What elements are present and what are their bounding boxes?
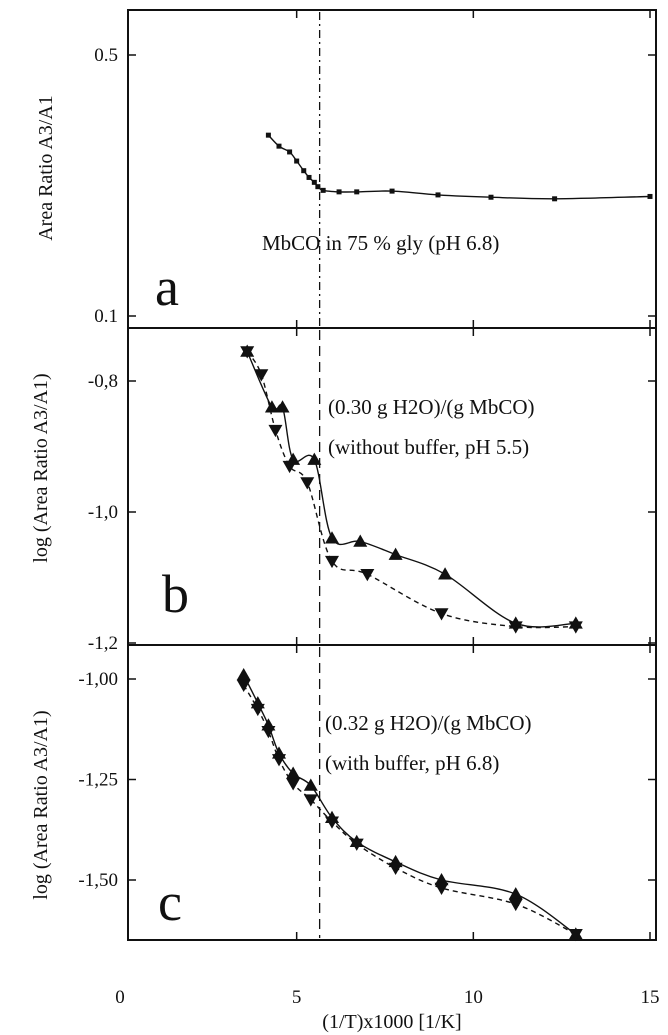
panel-c-series-1-point-3 <box>272 754 286 767</box>
panel-b-series-0-point-4 <box>307 452 322 465</box>
panel-c-series-0-point-10 <box>508 887 523 900</box>
x-tick-label-2: 10 <box>464 987 483 1008</box>
panel-c-ytick-label-1: -1,25 <box>78 770 118 791</box>
panel-c-series-1-point-8 <box>388 862 403 875</box>
panel-b-ylabel: log (Area Ratio A3/A1) <box>30 373 52 562</box>
panel-b-annotation-line2: (without buffer, pH 5.5) <box>328 435 529 459</box>
panel-c-series-1-line <box>243 684 577 935</box>
panel-a-ytick-label-0: 0.5 <box>94 45 118 66</box>
panel-c-annotation-line1: (0.32 g H2O)/(g MbCO) <box>325 711 531 735</box>
panel-b-series-1-point-3 <box>282 460 297 474</box>
panel-c-annotation-line2: (with buffer, pH 6.8) <box>325 751 499 775</box>
panel-b-series-1-line <box>246 351 576 629</box>
panel-a-ytick-label-1: 0.1 <box>94 306 118 327</box>
panel-b-series-1-point-2 <box>268 424 283 438</box>
x-tick-label-0: 0 <box>115 987 125 1008</box>
panel-c-series-0-point-9 <box>434 873 449 886</box>
panel-c-ylabel: log (Area Ratio A3/A1) <box>30 710 52 899</box>
panel-c-series-1-point-6 <box>325 816 339 829</box>
panel-a-series-0-point-2 <box>287 149 293 155</box>
panel-c-series-1-point-5 <box>303 794 318 807</box>
panel-a-series-0-point-12 <box>435 192 441 198</box>
panel-b-series-0-point-7 <box>388 547 403 560</box>
panel-a-series-0-point-0 <box>265 132 271 138</box>
panel-a-series-0-point-1 <box>276 143 282 149</box>
panel-c-series-1-point-11 <box>568 929 583 942</box>
x-axis-label: (1/T)x1000 [1/K] <box>322 1011 461 1033</box>
panel-b-ytick-label-1: -1,0 <box>88 502 118 523</box>
panel-a-series-0-point-4 <box>301 168 307 174</box>
panel-b-series-1-point-9 <box>568 621 583 634</box>
panel-c-ytick-label-0: -1,00 <box>78 669 118 690</box>
panel-b-series-0-point-5 <box>325 531 339 544</box>
panel-a-annotation: MbCO in 75 % gly (pH 6.8) <box>262 231 499 255</box>
panel-a-ylabel: Area Ratio A3/A1 <box>35 95 57 241</box>
panel-c-series-1-point-2 <box>261 726 276 739</box>
panel-a-series-0-point-8 <box>320 187 326 193</box>
panel-a-letter: a <box>155 257 179 317</box>
panel-b-frame <box>127 327 657 646</box>
panel-c-series-1-point-4 <box>286 778 301 791</box>
panel-a-frame <box>127 9 657 329</box>
panel-b-ytick-label-0: -0,8 <box>88 371 118 392</box>
panel-c-series-1-point-1 <box>250 703 265 717</box>
panel-b-series-1-point-7 <box>434 608 449 621</box>
panel-a-series-0-point-14 <box>552 196 558 202</box>
panel-a-series-0-point-5 <box>306 174 312 180</box>
panel-c-series-1-point-10 <box>508 898 523 912</box>
panel-a-series-0-point-13 <box>488 194 494 200</box>
panel-b-series-0-point-2 <box>275 400 290 413</box>
panel-b-series-1-point-4 <box>300 477 315 490</box>
panel-a-series-0-point-15 <box>647 193 653 199</box>
panel-b-series-1-point-1 <box>254 369 269 382</box>
panel-a-series-0-point-3 <box>294 158 300 164</box>
x-tick-label-1: 5 <box>292 987 302 1008</box>
panel-c-series-1-point-9 <box>434 882 449 896</box>
panel-a-series-0-line <box>267 134 651 200</box>
panel-b-annotation-line1: (0.30 g H2O)/(g MbCO) <box>328 395 534 419</box>
panel-c-series-1-point-0 <box>236 679 251 693</box>
panel-b-series-1-point-0 <box>240 346 255 359</box>
panel-c-series-1-point-7 <box>349 838 364 851</box>
panel-b-series-1-point-5 <box>325 555 339 569</box>
panel-c-frame <box>127 644 657 941</box>
panel-c-letter: c <box>158 872 182 932</box>
panel-b-letter: b <box>162 564 189 624</box>
panel-c-series-0-point-5 <box>303 778 318 791</box>
panel-c-series-0-point-4 <box>286 766 301 779</box>
panel-c-series-0-point-0 <box>236 667 251 681</box>
panel-a-series-0-point-6 <box>311 179 317 185</box>
panel-b-series-0-point-1 <box>264 400 279 413</box>
panel-b-series-0-point-8 <box>438 567 453 580</box>
panel-a-series-0-point-7 <box>315 184 321 190</box>
x-tick-label-3: 15 <box>641 987 660 1008</box>
panel-b-series-0-line <box>246 351 576 628</box>
panel-b-series-0-point-6 <box>353 534 368 547</box>
panel-a-series-0-point-11 <box>389 188 395 194</box>
panel-b-series-1-point-8 <box>508 621 523 634</box>
panel-b-ytick-label-2: -1,2 <box>88 633 118 654</box>
panel-b-series-1-point-6 <box>360 568 375 582</box>
panel-c-ytick-label-2: -1,50 <box>78 870 118 891</box>
panel-a-series-0-point-10 <box>354 189 360 195</box>
panel-a-series-0-point-9 <box>336 189 342 195</box>
